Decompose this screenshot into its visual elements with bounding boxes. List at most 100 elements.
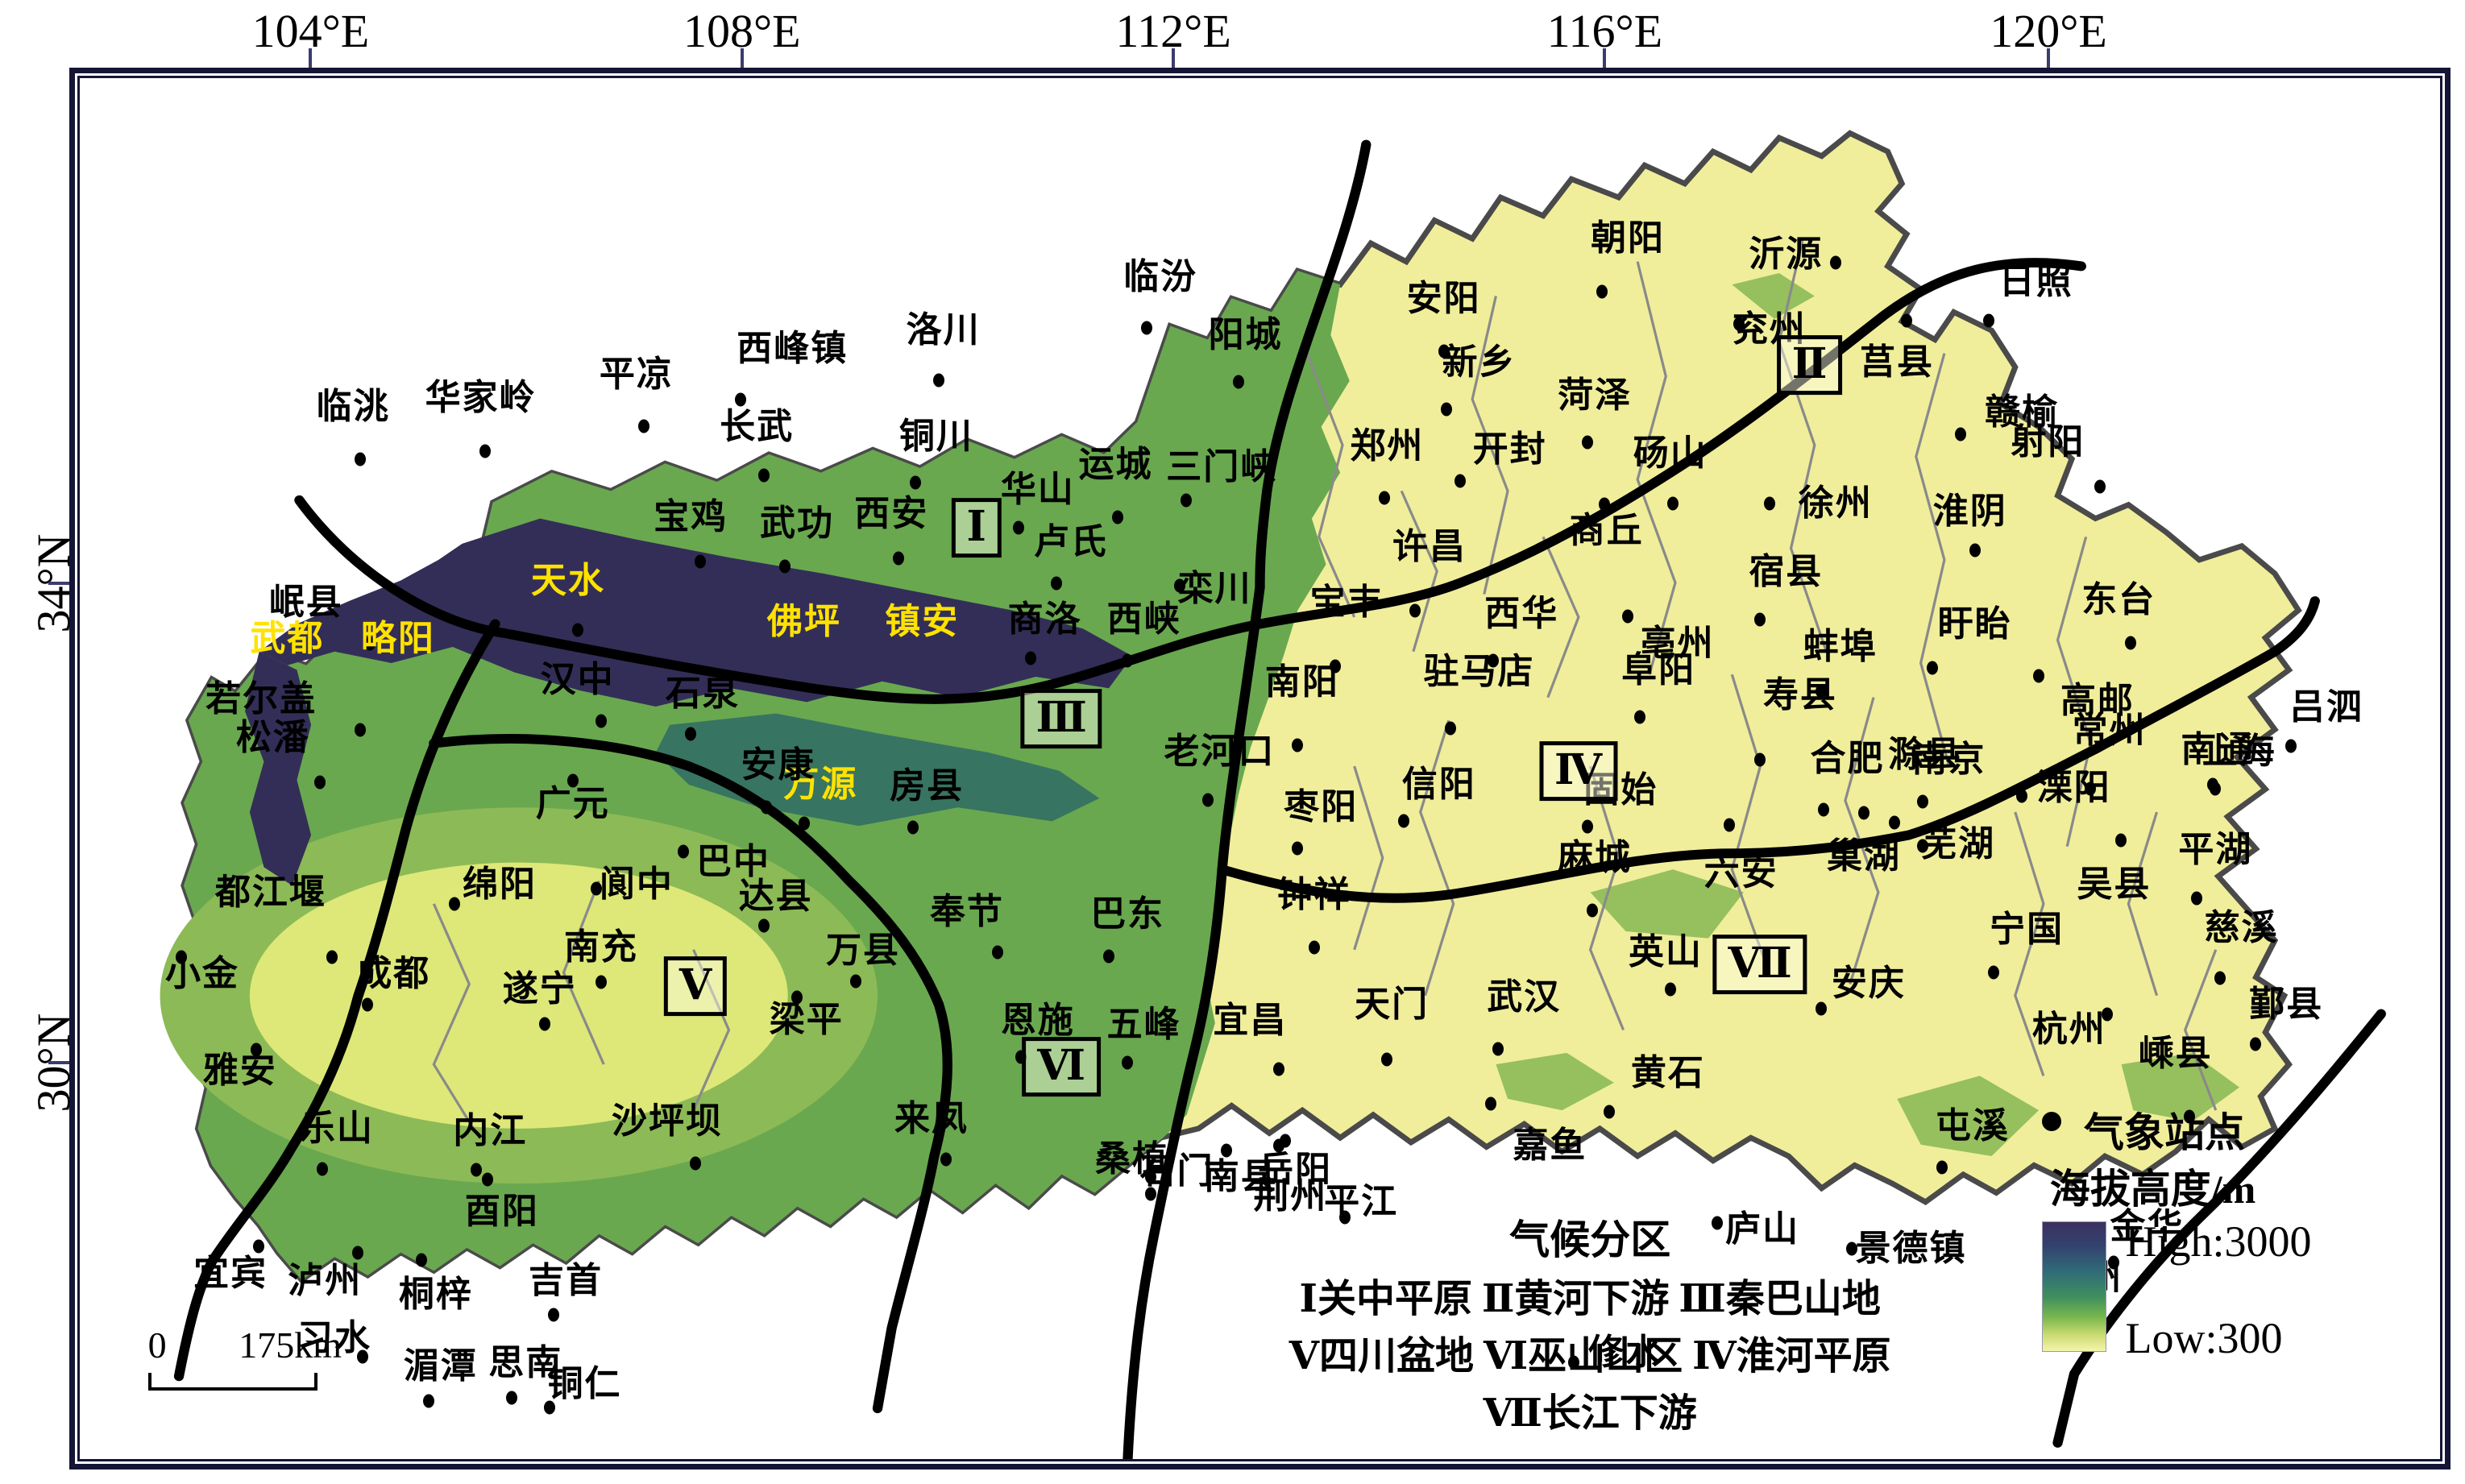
station-dot-运城 — [1112, 510, 1124, 524]
station-dot-吕泗 — [2285, 739, 2297, 753]
station-dot-日照 — [1983, 313, 1995, 328]
station-dot-庐山 — [1712, 1216, 1724, 1230]
station-label-固始: 固始 — [1583, 770, 1658, 810]
station-label-淮阴: 淮阴 — [1932, 491, 2007, 531]
station-dot-酉阳 — [482, 1172, 494, 1187]
station-label-巢湖: 巢湖 — [1826, 836, 1901, 877]
station-dot-石门 — [1145, 1170, 1157, 1184]
station-label-射阳: 射阳 — [2011, 422, 2085, 462]
station-label-略阳: 略阳 — [361, 618, 436, 658]
station-dot-石泉 — [685, 727, 697, 741]
station-label-习水: 习水 — [297, 1318, 371, 1358]
zone-legend-line-2: Ⅴ四川盆地 Ⅵ巫山山区 Ⅳ淮河平原 — [1289, 1334, 1891, 1378]
station-dot-梁平 — [791, 990, 803, 1005]
station-dot-平江 — [1338, 1210, 1351, 1225]
station-label-南阳: 南阳 — [1264, 662, 1339, 703]
station-dot-钟祥 — [1308, 940, 1320, 955]
station-label-岷县: 岷县 — [268, 582, 343, 623]
station-label-驻马店: 驻马店 — [1423, 651, 1535, 691]
station-dot-华家岭 — [479, 444, 492, 458]
legend-low-value: Low:300 — [2125, 1313, 2283, 1362]
scale-bar-tick-right — [314, 1373, 318, 1391]
station-label-东台: 东台 — [2081, 579, 2156, 620]
boundary-I-II — [1254, 139, 1372, 592]
station-dot-若尔盖 — [355, 723, 367, 737]
station-label-南京: 南京 — [1911, 740, 1986, 780]
station-dot-杭州 — [2101, 1007, 2113, 1022]
station-label-赣榆: 赣榆 — [1985, 392, 2060, 432]
lat-tick-30°N — [48, 1061, 69, 1065]
zone-box-Ⅰ: Ⅰ — [951, 498, 1002, 558]
station-label-朝阳: 朝阳 — [1591, 218, 1666, 258]
lon-label-104°E: 104°E — [251, 4, 370, 57]
station-dot-遂宁 — [538, 1017, 550, 1031]
lon-tick-112°E — [1172, 48, 1176, 68]
station-label-巴中: 巴中 — [695, 842, 770, 882]
station-label-安康: 安康 — [741, 745, 815, 786]
station-label-来凤: 来凤 — [894, 1098, 969, 1138]
lon-tick-108°E — [740, 48, 744, 68]
station-label-恩施: 恩施 — [1000, 1001, 1075, 1041]
zone-box-Ⅵ: Ⅵ — [1022, 1036, 1102, 1096]
station-dot-沂源 — [1829, 255, 1841, 270]
station-dot-菏泽 — [1582, 435, 1594, 450]
station-label-开封: 开封 — [1472, 429, 1547, 469]
station-label-安庆: 安庆 — [1831, 964, 1906, 1004]
station-label-宜宾: 宜宾 — [193, 1253, 268, 1293]
station-label-临汾: 临汾 — [1123, 256, 1198, 296]
station-dot-房县 — [907, 820, 919, 835]
station-dot-卢氏 — [1051, 576, 1063, 591]
station-label-黄石: 黄石 — [1630, 1053, 1705, 1093]
station-label-天门: 天门 — [1355, 984, 1430, 1024]
station-dot-长武 — [758, 468, 770, 483]
station-dot-许昌 — [1409, 603, 1421, 618]
station-label-郑州: 郑州 — [1350, 426, 1425, 466]
station-label-宝丰: 宝丰 — [1309, 582, 1384, 623]
station-label-五峰: 五峰 — [1106, 1005, 1181, 1045]
station-label-天水: 天水 — [530, 560, 605, 600]
lon-tick-104°E — [309, 48, 313, 68]
station-label-南充: 南充 — [563, 927, 638, 968]
station-dot-宿县 — [1754, 612, 1766, 627]
zone-box-Ⅲ: Ⅲ — [1020, 689, 1102, 748]
map-frame-inner — [77, 75, 2442, 1461]
legend-station-dot — [2042, 1111, 2062, 1131]
station-label-酉阳: 酉阳 — [464, 1191, 539, 1231]
station-dot-阜阳 — [1633, 710, 1645, 724]
station-label-华家岭: 华家岭 — [425, 378, 537, 418]
station-dot-铜仁 — [543, 1400, 555, 1415]
station-label-内江: 内江 — [453, 1111, 528, 1151]
qinba-teal-ridge — [655, 713, 1099, 826]
station-dot-安阳 — [1438, 344, 1450, 359]
legend-elevation-label: 海拔高度/m — [2049, 1166, 2256, 1212]
station-dot-泸州 — [352, 1246, 364, 1260]
station-label-房县: 房县 — [890, 765, 965, 806]
station-label-慈溪: 慈溪 — [2204, 908, 2279, 948]
station-dot-来凤 — [940, 1152, 952, 1167]
station-label-平江: 平江 — [1324, 1181, 1399, 1221]
station-dot-固始 — [1582, 819, 1594, 834]
station-dot-开封 — [1455, 474, 1467, 488]
station-dot-滁县 — [1917, 794, 1929, 809]
station-label-三门峡: 三门峡 — [1166, 447, 1278, 487]
zone-box-Ⅱ: Ⅱ — [1776, 335, 1843, 396]
zone-legend-line-3: Ⅶ长江下游 — [1483, 1391, 1697, 1435]
station-dot-西峡 — [1122, 653, 1134, 668]
map-frame: 临洮 华家岭 平凉 西峰镇 长武 洛川 铜川 临汾 运城 阳城 安阳 朝阳 沂源 新乡 菏泽 兖州 莒县 日照 赣榆… — [68, 67, 2450, 1469]
station-dot-南充 — [595, 975, 607, 989]
station-dot-汉中 — [595, 714, 607, 728]
station-label-宿县: 宿县 — [1749, 552, 1824, 592]
station-label-鄞县: 鄞县 — [2249, 984, 2324, 1024]
scale-bar-tick-left — [147, 1373, 151, 1391]
station-label-砀山: 砀山 — [1633, 433, 1708, 473]
station-dot-桑植 — [1145, 1187, 1157, 1201]
station-dot-高邮 — [2032, 669, 2044, 683]
station-label-宜昌: 宜昌 — [1213, 1001, 1288, 1041]
station-dot-阆中 — [591, 881, 603, 896]
station-dot-三门峡 — [1181, 493, 1193, 508]
station-label-西安: 西安 — [854, 494, 929, 534]
station-label-英山: 英山 — [1628, 931, 1703, 972]
station-label-铜川: 铜川 — [898, 417, 973, 457]
station-dot-万源 — [798, 816, 810, 831]
station-dot-鄞县 — [2250, 1037, 2262, 1051]
